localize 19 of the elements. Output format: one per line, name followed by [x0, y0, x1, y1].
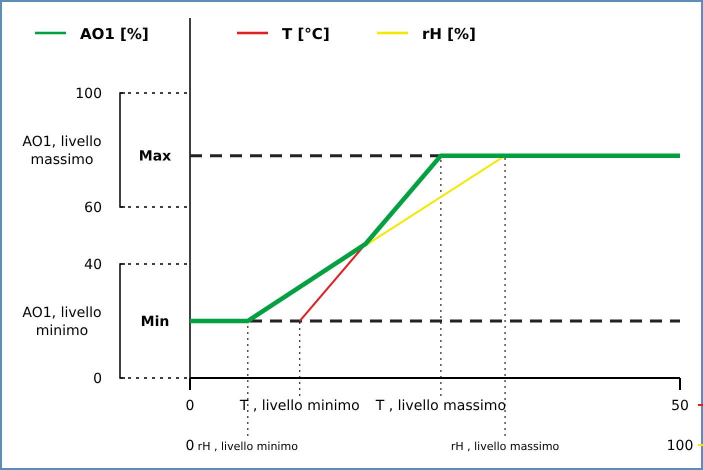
y-tick-label: 60	[84, 200, 102, 216]
x-tick-label: 50	[671, 398, 689, 414]
text: AO1, livello minimo	[22, 305, 102, 339]
x2-tick-label: 100	[666, 438, 694, 454]
legend-label: rH [%]	[422, 25, 476, 43]
text: AO1, livello massimo	[22, 134, 102, 168]
x2-tick-label: rH , livello minimo	[198, 440, 298, 453]
y-tick-label: 100	[75, 86, 102, 102]
ref-line-label: Min	[140, 314, 170, 330]
legend-label: AO1 [%]	[80, 25, 149, 43]
x-tick-label: T , livello massimo	[374, 398, 506, 414]
x2-tick-label: 0	[186, 438, 194, 454]
ref-line-label: Max	[138, 148, 172, 165]
x-tick-label: 0	[186, 398, 194, 414]
y-tick-label: 0	[93, 371, 102, 387]
y-tick-label: 40	[84, 257, 102, 273]
x2-tick-label: rH , livello massimo	[450, 440, 560, 453]
legend-label: T [°C]	[282, 25, 330, 43]
x-tick-label: T , livello minimo	[238, 398, 360, 414]
